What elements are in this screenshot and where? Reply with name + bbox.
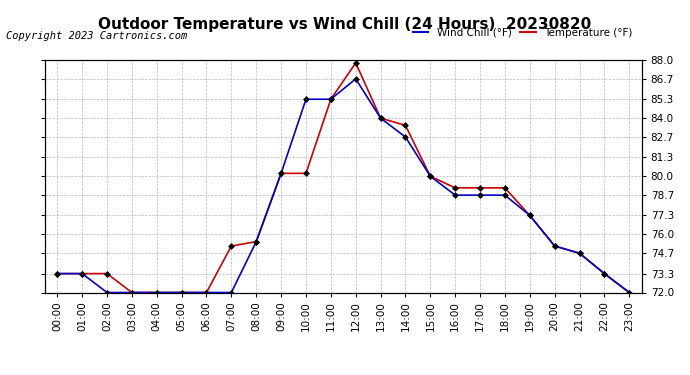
- Text: Copyright 2023 Cartronics.com: Copyright 2023 Cartronics.com: [6, 32, 187, 41]
- Text: Outdoor Temperature vs Wind Chill (24 Hours)  20230820: Outdoor Temperature vs Wind Chill (24 Ho…: [99, 17, 591, 32]
- Legend: Wind Chill (°F), Temperature (°F): Wind Chill (°F), Temperature (°F): [408, 23, 636, 42]
